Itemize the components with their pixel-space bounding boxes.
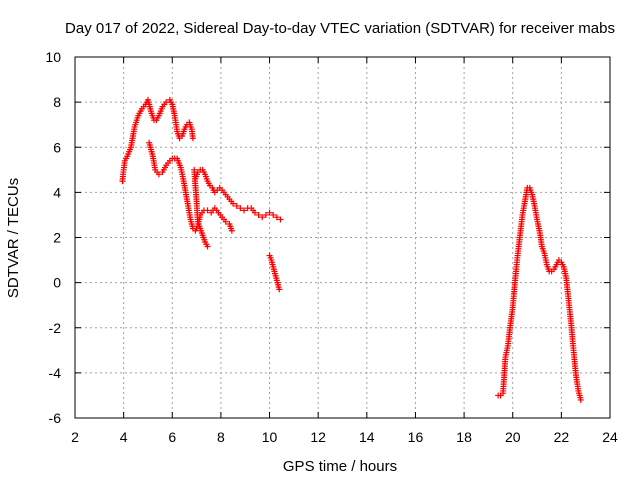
- y-tick-label: 4: [53, 184, 61, 200]
- data-point: [233, 202, 240, 209]
- x-tick-label: 16: [408, 429, 424, 445]
- series-upper: [119, 96, 196, 185]
- x-tick-label: 6: [168, 429, 176, 445]
- data-point: [204, 207, 211, 214]
- y-axis-title: SDTVAR / TECUs: [5, 178, 22, 298]
- y-tick-label: -2: [49, 320, 62, 336]
- series-lower: [146, 139, 235, 234]
- data-point: [266, 209, 273, 216]
- series-mid: [192, 166, 284, 223]
- grid-lines: [75, 57, 610, 418]
- x-tick-label: 8: [217, 429, 225, 445]
- data-points: [119, 96, 584, 403]
- data-point: [577, 396, 584, 403]
- data-point: [228, 227, 235, 234]
- data-point: [230, 200, 237, 207]
- axis-ticks: [74, 56, 611, 419]
- y-tick-label: 10: [45, 49, 61, 65]
- series-night: [495, 184, 584, 403]
- x-tick-label: 12: [310, 429, 326, 445]
- data-point: [270, 211, 277, 218]
- data-point: [189, 135, 196, 142]
- data-point: [241, 207, 248, 214]
- y-tick-label: 6: [53, 139, 61, 155]
- chart-title: Day 017 of 2022, Sidereal Day-to-day VTE…: [65, 20, 615, 37]
- series-drop-10: [266, 252, 283, 293]
- x-tick-label: 22: [554, 429, 570, 445]
- data-point: [204, 243, 211, 250]
- y-tick-label: -6: [49, 410, 62, 426]
- x-tick-label: 4: [120, 429, 128, 445]
- data-point: [237, 205, 244, 212]
- data-point: [222, 218, 229, 225]
- data-point: [273, 214, 280, 221]
- y-tick-label: -4: [49, 365, 62, 381]
- x-tick-label: 24: [602, 429, 618, 445]
- y-tick-label: 2: [53, 230, 61, 246]
- data-point: [255, 211, 262, 218]
- x-tick-labels: 2 4 6 8 10 12 14 16 18 20 22 24: [71, 429, 618, 445]
- data-point: [262, 211, 269, 218]
- y-tick-labels: -6 -4 -2 0 2 4 6 8 10: [45, 49, 61, 426]
- y-tick-label: 8: [53, 94, 61, 110]
- x-tick-label: 18: [456, 429, 472, 445]
- x-tick-label: 10: [262, 429, 278, 445]
- data-point: [155, 171, 162, 178]
- x-tick-label: 14: [359, 429, 375, 445]
- x-tick-label: 20: [505, 429, 521, 445]
- x-tick-label: 2: [71, 429, 79, 445]
- data-point: [277, 216, 284, 223]
- data-point: [259, 214, 266, 221]
- x-axis-title: GPS time / hours: [283, 458, 397, 475]
- data-point: [276, 286, 283, 293]
- data-point: [251, 209, 258, 216]
- y-tick-label: 0: [53, 275, 61, 291]
